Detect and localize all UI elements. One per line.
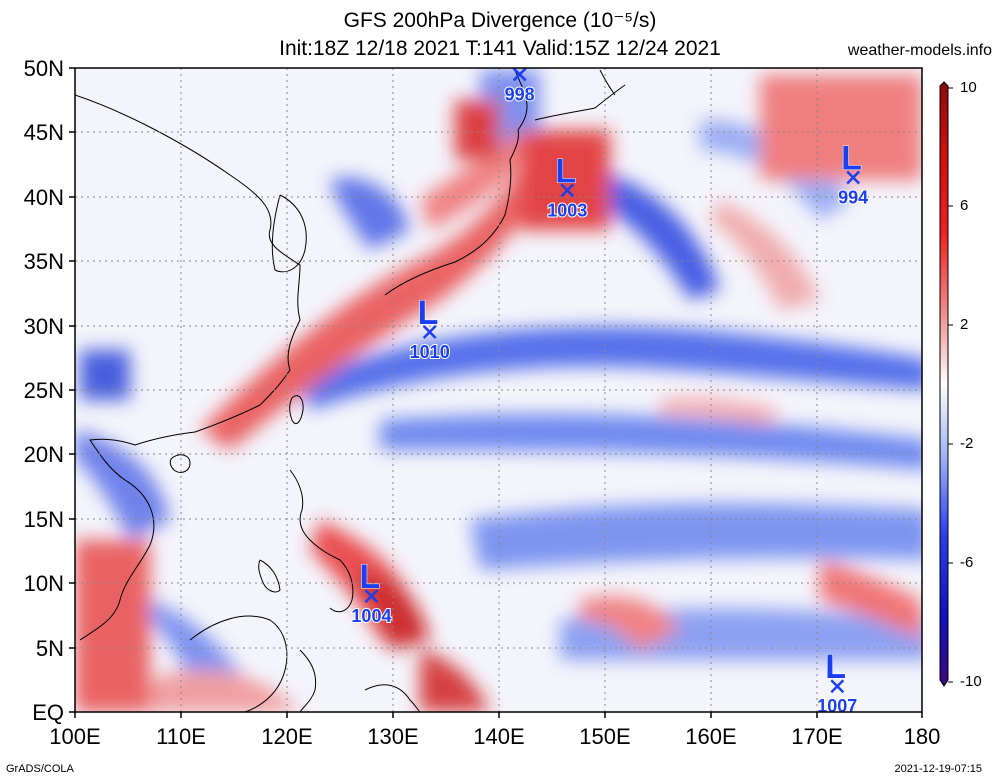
low-center-cross — [512, 68, 527, 82]
low-marker: L 1003 — [546, 152, 588, 222]
colorbar-label: 10 — [960, 79, 977, 96]
site-brand: weather-models.info — [847, 42, 992, 59]
low-letter: L — [555, 152, 576, 190]
lat-label: 35N — [23, 249, 64, 274]
low-pressure-value: 994 — [838, 187, 868, 207]
lat-label: 5N — [35, 636, 64, 661]
low-letter: L — [418, 294, 439, 332]
low-marker: L 994 — [837, 139, 869, 209]
low-marker: L 1004 — [350, 558, 392, 628]
low-pressure-value: 998 — [505, 84, 535, 104]
lat-label: 45N — [23, 120, 64, 145]
colorbar-label: 6 — [960, 197, 969, 214]
colorbar — [939, 81, 953, 687]
low-center-cross — [422, 325, 437, 339]
axis-ticks — [69, 67, 923, 718]
lon-label: 170E — [791, 724, 843, 749]
colorbar-label: -2 — [960, 435, 974, 452]
colorbar-label: -6 — [960, 554, 974, 571]
lon-label: 130E — [367, 724, 419, 749]
lat-label: 20N — [23, 442, 64, 467]
lon-label: 110E — [156, 724, 206, 749]
colorbar-scale — [939, 81, 949, 687]
low-marker: L 1010 — [409, 294, 451, 364]
lat-label: 15N — [23, 507, 64, 532]
lat-label: 10N — [23, 571, 64, 596]
lon-label: 160E — [685, 724, 737, 749]
low-marker: L 1007 — [816, 648, 858, 716]
low-pressure-value: 1010 — [410, 342, 450, 362]
map-title-line2: Init:18Z 12/18 2021 T:141 Valid:15Z 12/2… — [279, 37, 721, 60]
lon-label: 100E — [49, 724, 101, 749]
lat-label: 40N — [23, 185, 64, 210]
low-center-cross — [846, 170, 861, 185]
low-letter: L — [825, 648, 846, 686]
lat-label: 25N — [23, 378, 64, 403]
lon-label: 150E — [579, 724, 631, 749]
colorbar-label: -10 — [960, 673, 982, 690]
footer-credit: GrADS/COLA — [6, 763, 74, 775]
coastlines — [75, 69, 626, 712]
low-letter: L — [841, 139, 862, 177]
lon-label: 140E — [473, 724, 525, 749]
map-title-line1: GFS 200hPa Divergence (10⁻⁵/s) — [343, 9, 657, 32]
lat-label: 50N — [23, 56, 64, 81]
low-pressure-value: 1003 — [547, 200, 587, 220]
low-center-cross — [560, 183, 575, 198]
low-pressure-value: 1007 — [817, 696, 857, 716]
lon-label: 180 — [903, 724, 941, 749]
low-pressure-value: 1004 — [351, 606, 391, 626]
lat-label: 30N — [23, 314, 64, 339]
lon-label: 120E — [261, 724, 313, 749]
colorbar-label: 2 — [960, 316, 969, 333]
footer-timestamp: 2021-12-19-07:15 — [894, 763, 982, 775]
low-center-cross — [830, 679, 845, 694]
low-letter: L — [359, 558, 380, 596]
lat-label: EQ — [32, 700, 64, 725]
low-center-cross — [364, 589, 379, 603]
